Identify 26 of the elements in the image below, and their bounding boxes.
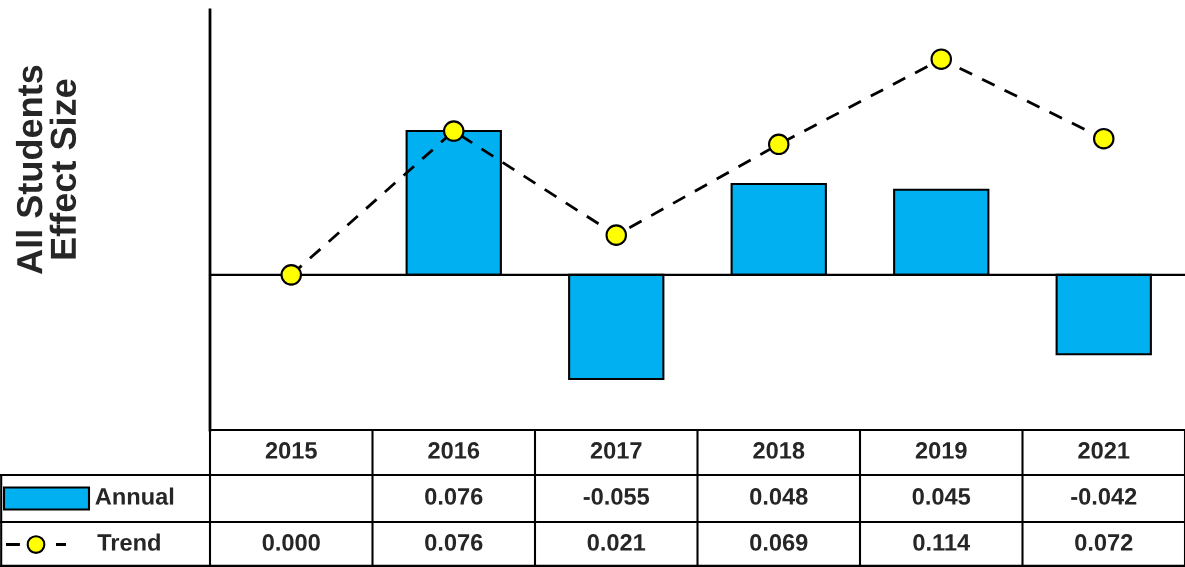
data-label: 0.021 (587, 534, 646, 551)
x-tick-label: 2015 (265, 442, 317, 459)
point (280, 264, 303, 286)
data-label: 0.045 (912, 488, 971, 505)
data-label: 0.076 (425, 534, 483, 551)
x-tick-label: 2017 (590, 442, 642, 459)
legend-label: Trend (97, 533, 160, 551)
point (442, 120, 465, 142)
x-tick-label: 2016 (428, 442, 480, 459)
data-label: 0.048 (750, 488, 808, 505)
data-label: 0.069 (750, 534, 808, 551)
point (1092, 127, 1115, 150)
data-label: -0.042 (1071, 488, 1137, 505)
data-label: 0.114 (913, 534, 971, 551)
data-label: 0.000 (262, 534, 320, 551)
data-label: -0.055 (583, 488, 650, 505)
x-tick-label: 2018 (753, 442, 805, 459)
point (767, 133, 790, 156)
legend-label: Annual (95, 487, 174, 505)
y-axis-title: All Students Effect Size (15, 65, 77, 275)
data-label: 0.072 (1075, 534, 1133, 551)
x-tick-label: 2021 (1078, 442, 1130, 459)
x-tick-label: 2019 (915, 442, 967, 459)
point (605, 224, 628, 246)
data-label: 0.076 (425, 488, 483, 505)
point (930, 48, 953, 70)
